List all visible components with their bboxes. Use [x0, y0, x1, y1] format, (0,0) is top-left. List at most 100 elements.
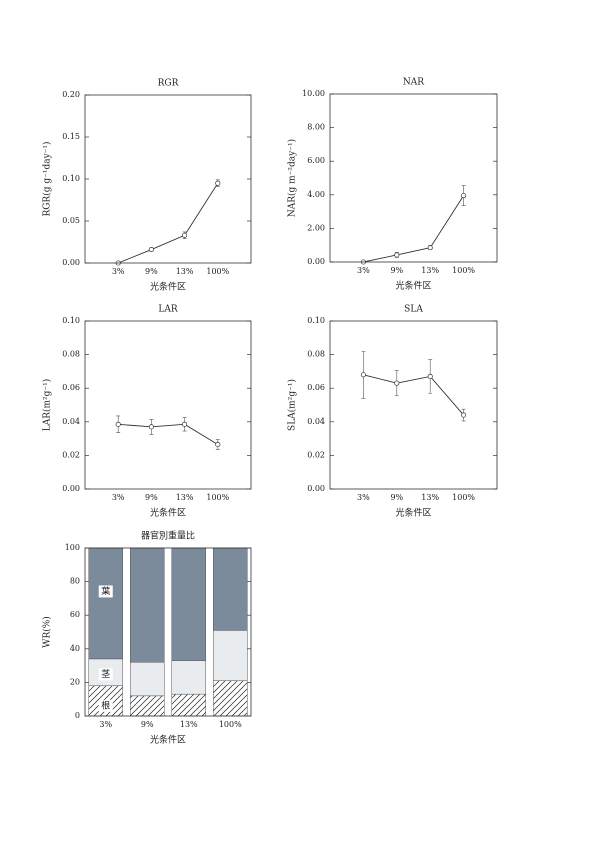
- axes-frame: [84, 94, 252, 264]
- legend-box: [98, 585, 113, 598]
- x-tick-label: 9%: [145, 267, 158, 276]
- x-tick-label: 13%: [180, 720, 198, 729]
- chart-title: SLA: [404, 305, 423, 315]
- point: [360, 372, 366, 378]
- legend-label: 葉: [101, 585, 110, 597]
- y-tick-label: 0.06: [307, 383, 325, 392]
- x-tick-label: 100%: [452, 266, 475, 275]
- y-tick-label: 0.10: [62, 174, 80, 183]
- point: [215, 180, 221, 186]
- bar-segment: [171, 547, 206, 661]
- x-tick-label: 9%: [141, 720, 154, 729]
- legend-box: [98, 668, 113, 681]
- y-tick-label: 2.00: [307, 223, 325, 232]
- line: [118, 423, 219, 445]
- point: [115, 421, 121, 427]
- axes-frame: [329, 320, 498, 490]
- chart-title: 器官別重量比: [141, 530, 195, 542]
- x-axis-label: 光条件区: [395, 507, 431, 519]
- x-tick-label: 9%: [145, 493, 158, 502]
- x-tick-label: 3%: [99, 720, 112, 729]
- chart-title: RGR: [158, 79, 179, 89]
- y-tick-label: 0.20: [62, 90, 80, 99]
- y-tick-label: 0.05: [62, 216, 80, 225]
- y-tick-label: 40: [70, 644, 80, 653]
- bar-segment: [130, 661, 165, 697]
- y-tick-label: 0.02: [62, 450, 80, 459]
- y-axis-label: WR(%): [42, 616, 53, 648]
- line: [118, 182, 219, 264]
- x-axis-label: 光条件区: [150, 281, 186, 293]
- x-tick-label: 3%: [357, 266, 370, 275]
- y-tick-label: 0.02: [307, 450, 325, 459]
- legend-label: 根: [101, 699, 110, 711]
- y-tick-label: 20: [70, 677, 80, 686]
- y-axis-label: RGR(g g⁻¹day⁻¹): [42, 141, 53, 216]
- bar-segment: [213, 680, 248, 717]
- x-tick-label: 9%: [390, 266, 403, 275]
- x-tick-label: 3%: [357, 493, 370, 502]
- y-tick-label: 0.06: [62, 383, 80, 392]
- point: [394, 380, 400, 386]
- point: [148, 424, 154, 430]
- x-axis-label: 光条件区: [395, 280, 431, 292]
- y-tick-label: 0.04: [62, 417, 80, 426]
- y-tick-label: 10.00: [302, 89, 325, 98]
- point: [427, 245, 433, 251]
- x-tick-label: 9%: [390, 493, 403, 502]
- x-tick-label: 100%: [452, 493, 475, 502]
- bar-segment: [88, 547, 123, 660]
- y-tick-label: 100: [65, 543, 80, 552]
- y-tick-label: 0.08: [307, 350, 325, 359]
- x-axis-label: 光条件区: [150, 734, 186, 746]
- axes-frame: [329, 93, 498, 263]
- y-tick-label: 4.00: [307, 190, 325, 199]
- chart-title: NAR: [403, 78, 424, 88]
- chart-title: LAR: [158, 305, 177, 315]
- point: [182, 232, 188, 238]
- y-tick-label: 0.04: [307, 417, 325, 426]
- x-tick-label: 3%: [112, 493, 125, 502]
- y-tick-label: 0.08: [62, 350, 80, 359]
- line: [363, 195, 464, 263]
- legend-label: 茎: [101, 668, 110, 680]
- point: [394, 252, 400, 258]
- point: [182, 421, 188, 427]
- line: [363, 374, 464, 416]
- bar-segment: [213, 547, 248, 631]
- y-tick-label: 0.10: [62, 316, 80, 325]
- y-tick-label: 0.00: [62, 258, 80, 267]
- bar-segment: [130, 695, 165, 717]
- bar-segment: [171, 660, 206, 695]
- x-tick-label: 13%: [176, 493, 194, 502]
- axes-frame: [84, 320, 252, 490]
- y-tick-label: 0.10: [307, 316, 325, 325]
- y-tick-label: 80: [70, 577, 80, 586]
- y-tick-label: 0.15: [62, 132, 80, 141]
- x-tick-label: 100%: [206, 267, 229, 276]
- bar-segment: [171, 693, 206, 717]
- point: [461, 412, 467, 418]
- y-tick-label: 8.00: [307, 123, 325, 132]
- point: [461, 193, 467, 199]
- bar-segment: [213, 630, 248, 681]
- point: [215, 441, 221, 448]
- y-axis-label: SLA(m²g⁻¹): [287, 379, 298, 431]
- axes-frame: [84, 547, 252, 717]
- y-tick-label: 0: [75, 711, 80, 720]
- y-axis-label: LAR(m²g⁻¹): [42, 379, 53, 432]
- bar-segment: [130, 547, 165, 663]
- x-tick-label: 100%: [206, 493, 229, 502]
- y-tick-label: 6.00: [307, 156, 325, 165]
- point: [148, 247, 154, 253]
- y-axis-label: NAR(g m⁻²day⁻¹): [287, 139, 298, 217]
- x-tick-label: 100%: [219, 720, 242, 729]
- x-axis-label: 光条件区: [150, 507, 186, 519]
- legend-box: [98, 699, 113, 712]
- y-tick-label: 0.00: [307, 484, 325, 493]
- x-tick-label: 13%: [421, 266, 439, 275]
- x-tick-label: 3%: [112, 267, 125, 276]
- x-tick-label: 13%: [176, 267, 194, 276]
